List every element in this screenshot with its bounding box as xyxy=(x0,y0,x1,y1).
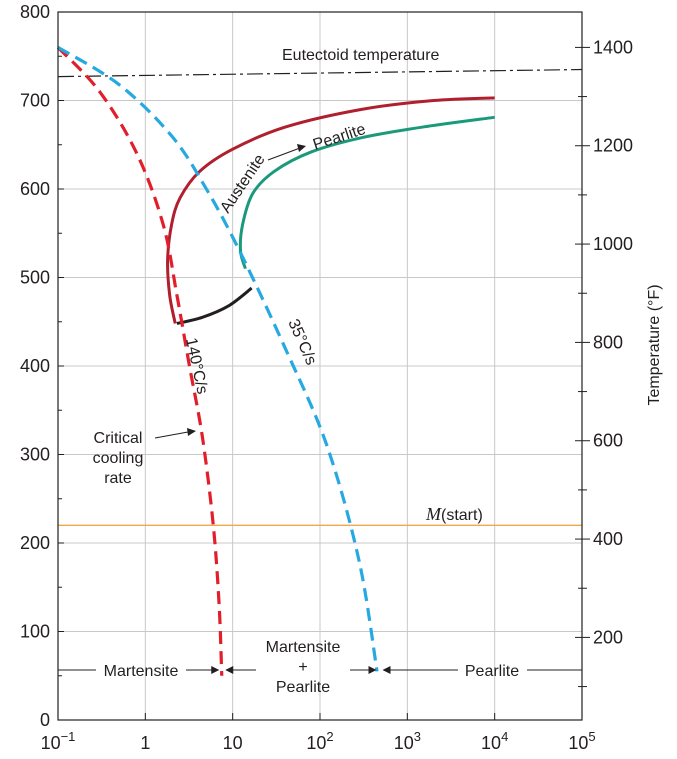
y2-tick-label: 800 xyxy=(593,332,623,352)
y2-tick-label: 1400 xyxy=(593,37,633,57)
y-tick-label: 200 xyxy=(20,533,50,553)
annot-critical-line: rate xyxy=(104,470,132,487)
y-tick-label: 300 xyxy=(20,445,50,465)
series-pearlite_start xyxy=(166,96,495,324)
x-tick-label: 105 xyxy=(568,729,595,753)
y-tick-label: 800 xyxy=(20,2,50,22)
annot-rate-35: 35°C/s xyxy=(284,317,319,368)
annot-mp-line: Martensite xyxy=(266,639,341,656)
annot-eutectoid: Eutectoid temperature xyxy=(282,47,440,64)
x-tick-label: 10−1 xyxy=(41,729,76,753)
x-tick-label: 102 xyxy=(306,729,333,753)
y-tick-label: 400 xyxy=(20,356,50,376)
series-pearlite_stop xyxy=(176,286,253,325)
y2-tick-label: 200 xyxy=(593,627,623,647)
tick-labels: 0 100 200 300 400 500 600 700 800 200 400 600 800 100… xyxy=(20,2,633,753)
y2-tick-label: 1200 xyxy=(593,136,633,156)
y-tick-label: 100 xyxy=(20,622,50,642)
annot-martensite-arrowhead xyxy=(211,666,220,674)
ticks xyxy=(57,11,590,721)
series-layer xyxy=(56,46,583,676)
y2-tick-label: 600 xyxy=(593,431,623,451)
annot-austenite-arrowhead xyxy=(297,144,306,152)
annot-mp-line: + xyxy=(298,659,307,676)
series-pearlite_finish xyxy=(238,115,495,270)
y-tick-label: 700 xyxy=(20,91,50,111)
annot-mp-line: Pearlite xyxy=(276,679,330,696)
series-rate_35 xyxy=(57,46,379,672)
annot-pearlite-bottom: Pearlite xyxy=(465,663,519,680)
y-tick-label: 500 xyxy=(20,268,50,288)
y2-tick-label: 1000 xyxy=(593,234,633,254)
series-critical_140 xyxy=(56,46,224,676)
annot-austenite-arrow xyxy=(267,147,301,161)
x-tick-label: 104 xyxy=(481,729,508,753)
annot-mp-arrowhead-right xyxy=(368,666,377,674)
annot-m-start: M(start) xyxy=(425,504,483,524)
series-eutectoid xyxy=(57,68,583,78)
x-tick-label: 10 xyxy=(223,733,243,753)
annot-critical-arrow xyxy=(154,431,189,439)
annot-critical-arrowhead xyxy=(187,428,196,436)
y-tick-label: 600 xyxy=(20,179,50,199)
annot-critical-line: cooling xyxy=(93,450,144,467)
x-tick-label: 1 xyxy=(140,733,150,753)
y2-axis-title: Temperature (°F) xyxy=(646,284,663,405)
y2-tick-label: 400 xyxy=(593,529,623,549)
annot-martensite: Martensite xyxy=(104,663,179,680)
x-tick-label: 103 xyxy=(394,729,421,753)
annot-critical-line: Critical xyxy=(94,430,143,447)
y-tick-label: 0 xyxy=(40,710,50,730)
